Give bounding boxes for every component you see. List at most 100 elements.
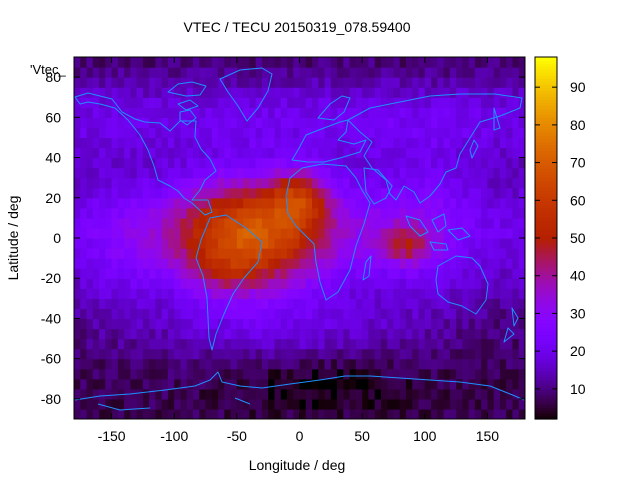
heat-cell [224, 97, 232, 108]
heat-cell [468, 298, 476, 309]
heat-cell [261, 308, 269, 320]
heat-cell [211, 57, 219, 68]
heat-cell [111, 57, 119, 68]
heat-cell [506, 187, 514, 199]
heat-cell [299, 207, 307, 219]
heat-cell [124, 117, 131, 128]
heat-cell [456, 207, 463, 219]
heat-cell [374, 137, 382, 149]
colorbar-segment [535, 274, 557, 278]
heat-cell [186, 368, 194, 380]
heat-cell [74, 147, 81, 159]
heat-cell [155, 358, 163, 370]
heat-cell [405, 207, 413, 219]
heat-cell [412, 408, 420, 419]
heat-cell [180, 298, 188, 309]
heat-cell [506, 348, 514, 360]
heat-cell [255, 127, 263, 139]
heat-cell [437, 147, 445, 159]
heat-cell [506, 77, 514, 88]
heat-cell [449, 378, 457, 390]
coastline-hudson-bay [179, 109, 197, 126]
heat-cell [393, 57, 401, 68]
heat-cell [124, 177, 131, 189]
heat-cell [199, 358, 207, 370]
heat-cell [280, 398, 288, 410]
heat-cell [74, 137, 81, 149]
heat-cell [155, 157, 163, 169]
heat-cell [456, 97, 463, 108]
heat-cell [343, 167, 351, 179]
heat-cell [218, 288, 225, 299]
heat-cell [205, 117, 213, 128]
heat-cell [218, 177, 225, 189]
heat-cell [174, 318, 182, 330]
heat-cell [230, 77, 238, 88]
heat-cell [431, 398, 438, 410]
heat-cell [487, 308, 495, 320]
colorbar-segment [535, 400, 557, 405]
heat-cell [274, 268, 282, 279]
heat-cell [261, 358, 269, 370]
heat-cell [99, 328, 106, 340]
heat-cell [399, 268, 407, 279]
heat-cell [518, 408, 525, 419]
heat-cell [481, 147, 489, 159]
heat-cell [506, 67, 514, 78]
heat-cell [180, 147, 188, 159]
heat-cell [343, 187, 351, 199]
heat-cell [468, 77, 476, 88]
heat-cell [305, 268, 313, 279]
heat-cell [224, 147, 232, 159]
heat-cell [481, 127, 489, 139]
heat-cell [193, 368, 200, 380]
heat-cell [512, 227, 520, 239]
heat-cell [130, 308, 138, 320]
heat-cell [499, 278, 507, 289]
heat-cell [468, 358, 476, 370]
colorbar-segment [535, 69, 557, 73]
heat-cell [487, 107, 495, 118]
colorbar-segment [535, 346, 557, 351]
heat-cell [449, 408, 457, 419]
heat-cell [424, 258, 432, 269]
heat-cell [393, 147, 401, 159]
heat-cell [481, 258, 489, 269]
heat-cell [155, 197, 163, 209]
heat-cell [443, 147, 451, 159]
heat-cell [431, 57, 438, 68]
heat-cell [92, 368, 100, 380]
heat-cell [387, 117, 395, 128]
heat-cell [424, 238, 432, 249]
heat-cell [299, 298, 307, 309]
heat-cell [481, 87, 489, 98]
heat-cell [349, 207, 357, 219]
heat-cell [167, 227, 175, 239]
heat-cell [161, 87, 169, 98]
heat-cell [424, 248, 432, 259]
heat-cell [268, 308, 276, 320]
heat-cell [518, 157, 525, 169]
heat-cell [481, 378, 489, 390]
heat-cell [205, 298, 213, 309]
heat-cell [387, 77, 395, 88]
heat-cell [211, 238, 219, 249]
heat-cell [105, 217, 113, 229]
heat-cell [405, 308, 413, 320]
heat-cell [74, 308, 81, 320]
heat-cell [324, 358, 332, 370]
heat-cell [105, 127, 113, 139]
heat-cell [274, 248, 282, 259]
heat-cell [186, 147, 194, 159]
heat-cell [443, 318, 451, 330]
heat-cell [449, 248, 457, 259]
heat-cell [387, 308, 395, 320]
heat-cell [399, 187, 407, 199]
heat-cell [343, 197, 351, 209]
heat-cell [117, 227, 125, 239]
heat-cell [324, 378, 332, 390]
heat-cell [261, 147, 269, 159]
heat-cell [186, 328, 194, 340]
colorbar-segment [535, 265, 557, 269]
heat-cell [462, 187, 470, 199]
